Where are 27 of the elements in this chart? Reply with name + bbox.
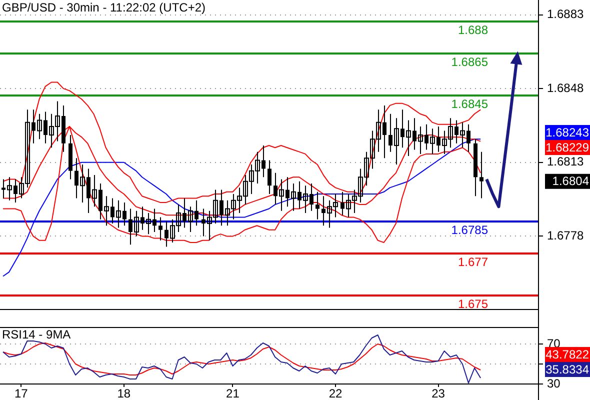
chart-title: GBP/USD - 30min - 11:22:02 (UTC+2) (2, 0, 206, 14)
ref-line-label: 1.677 (458, 254, 488, 269)
y-tick-label: 1.6848 (547, 80, 584, 95)
text: 35.8334 (546, 362, 590, 376)
x-tick-label: 17 (14, 386, 28, 400)
x-tick-label: 22 (328, 386, 342, 400)
text: 1.6804 (552, 174, 590, 188)
ref-line-label: 1.6845 (451, 96, 488, 111)
chart-title: RSI14 - 9MA (2, 327, 71, 342)
x-tick-label: 21 (226, 386, 240, 400)
candlestick (316, 191, 320, 220)
ref-line-label: 1.6865 (451, 54, 488, 69)
candlestick (480, 151, 484, 199)
y-tick-label: 30 (547, 376, 561, 390)
ref-line-label: 1.675 (458, 296, 488, 311)
y-tick-label: 1.6813 (547, 154, 584, 169)
ref-line-label: 1.688 (458, 22, 488, 37)
text: 43.7822 (546, 347, 590, 362)
y-tick-label: 1.6778 (547, 228, 584, 243)
ref-line-label: 1.6785 (451, 222, 488, 237)
candlestick (158, 216, 162, 241)
candlestick (268, 160, 272, 195)
text: 1.68229 (546, 140, 590, 154)
x-tick-label: 23 (432, 386, 446, 400)
x-tick-label: 18 (117, 386, 131, 400)
text: 1.68243 (546, 125, 590, 140)
y-tick-label: 1.6883 (547, 7, 584, 22)
